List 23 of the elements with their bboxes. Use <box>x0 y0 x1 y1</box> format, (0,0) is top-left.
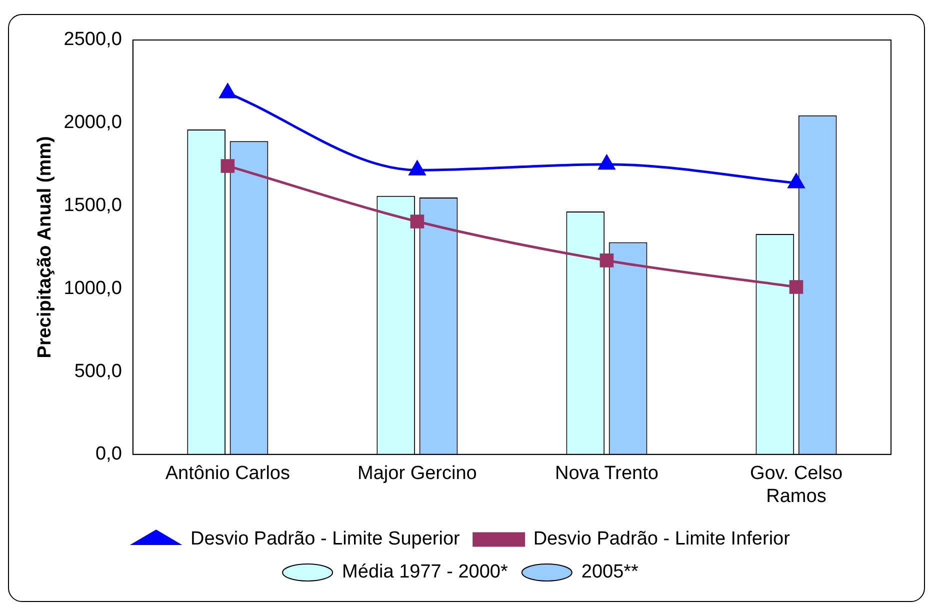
legend-label: 2005** <box>581 562 640 583</box>
legend-label: Desvio Padrão - Limite Inferior <box>533 528 791 550</box>
x-tick-label: Major Gercino <box>358 463 477 484</box>
point <box>410 214 424 228</box>
y-tick-label: 2500,0 <box>64 29 122 50</box>
y-tick-label: 2000,0 <box>64 112 122 134</box>
point <box>788 174 804 188</box>
y-tick-label: 1500,0 <box>64 194 122 216</box>
y-tick-label: 1000,0 <box>64 278 122 299</box>
x-tick-label: Antônio Carlos <box>165 463 290 484</box>
point <box>600 254 614 268</box>
x-tick-label: Nova Trento <box>554 463 658 484</box>
legend-label: Desvio Padrão - Limite Superior <box>190 528 461 550</box>
legend-label: Média 1977 - 2000* <box>342 562 508 583</box>
point <box>598 155 615 170</box>
point <box>220 159 235 173</box>
y-tick-label: 500,0 <box>74 360 122 382</box>
point <box>409 160 426 176</box>
x-tick-label: Gov. Celso Ramos <box>750 463 843 507</box>
y-tick-label: 0,0 <box>95 444 122 465</box>
point <box>219 84 236 98</box>
point <box>789 280 804 294</box>
y-axis-title: Precipitação Anual (mm) <box>34 136 56 358</box>
